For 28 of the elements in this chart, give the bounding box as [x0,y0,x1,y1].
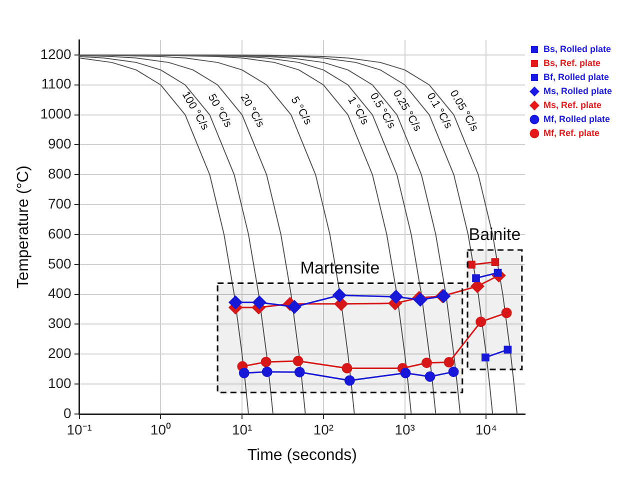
legend-label: Ms, Rolled plate [543,86,612,96]
y-tick-label: 200 [48,345,72,362]
x-tick-label: 10³ [394,421,416,438]
legend-label: Mf, Ref. plate [543,128,600,138]
y-tick-label: 400 [48,285,72,302]
y-tick-label: 1200 [40,46,72,62]
y-tick-label: 600 [48,225,72,242]
y-tick-label: 1100 [41,76,72,92]
x-tick-label: 10² [313,421,334,438]
x-tick-label: 10⁻¹ [66,421,92,438]
y-tick-label: 500 [48,255,72,272]
y-tick-label: 700 [48,195,72,212]
y-axis-title: Temperature (°C) [15,166,32,288]
legend-label: Bf, Rolled plate [543,72,610,82]
legend-label: Mf, Rolled plate [543,114,610,124]
y-tick-label: 300 [48,315,72,332]
y-tick-label: 900 [48,136,72,152]
legend-label: Bs, Rolled plate [543,44,612,54]
y-tick-label: 1000 [40,106,72,122]
legend-label: Ms, Ref. plate [543,100,602,110]
legend-label: Bs, Ref. plate [543,58,601,68]
x-axis-title: Time (seconds) [247,446,357,464]
y-tick-label: 0 [64,404,72,421]
x-tick-label: 10¹ [232,421,253,438]
x-tick-label: 10⁴ [475,421,497,438]
y-tick-label: 800 [48,166,72,182]
y-tick-label: 100 [48,374,72,391]
x-tick-label: 10⁰ [150,421,171,438]
